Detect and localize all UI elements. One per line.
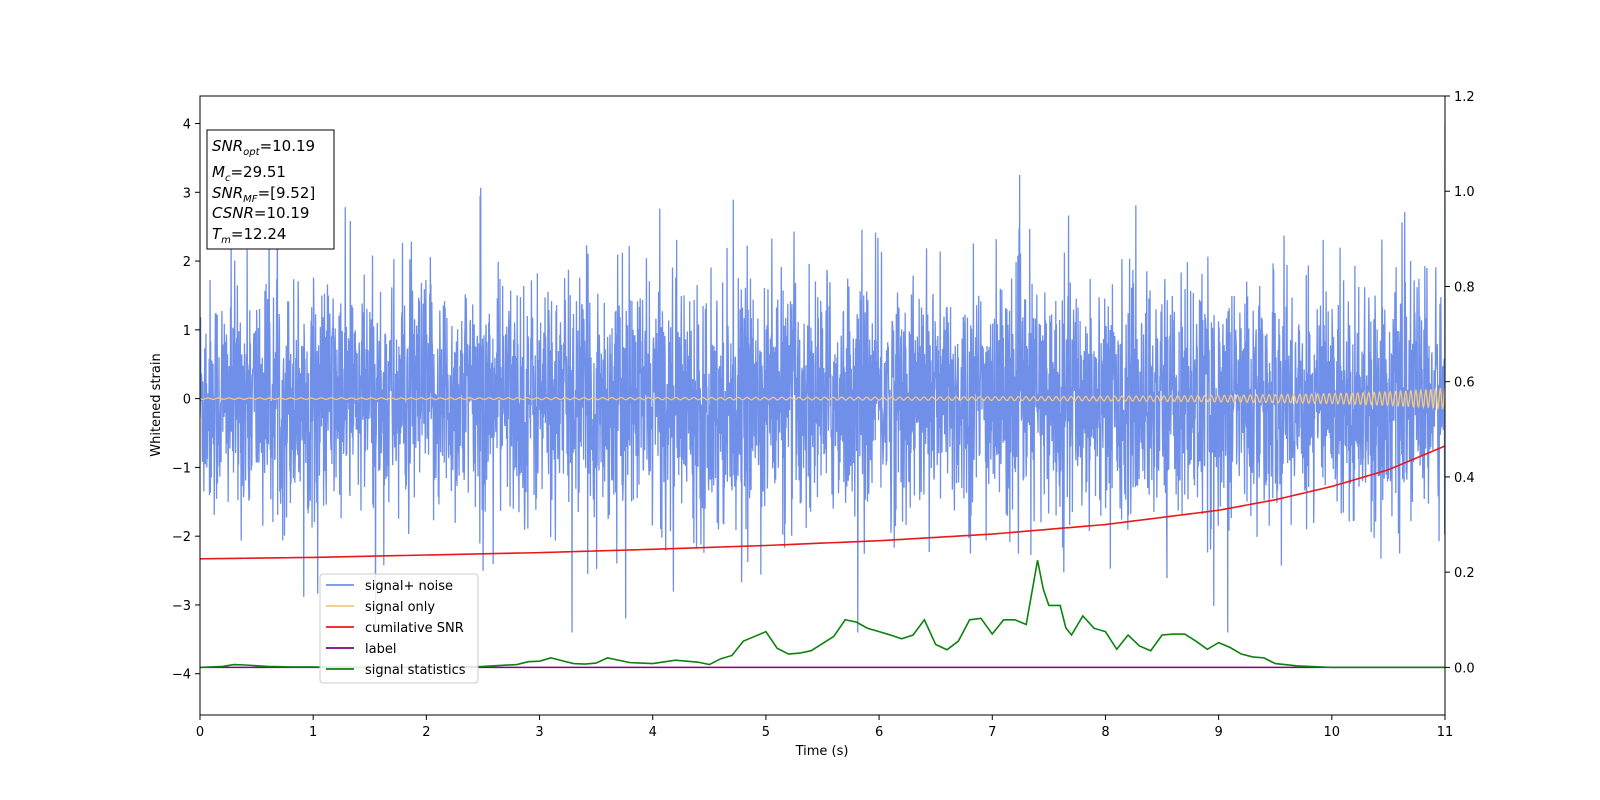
y2-tick-label: 1.0 (1454, 185, 1475, 200)
x-tick-label: 1 (309, 725, 317, 740)
info-snr-mf: SNRMF=[9.52] (212, 184, 315, 205)
y-tick-label: −1 (172, 461, 191, 476)
x-tick-label: 4 (649, 725, 657, 740)
x-tick-label: 10 (1324, 725, 1341, 740)
x-tick-label: 9 (1214, 725, 1222, 740)
info-tm: Tm=12.24 (212, 225, 286, 246)
x-tick-label: 0 (196, 725, 204, 740)
y-tick-label: 1 (183, 324, 191, 339)
legend-label: label (365, 642, 396, 657)
x-tick-label: 5 (762, 725, 770, 740)
x-tick-label: 11 (1437, 725, 1454, 740)
y2-axis-ticks: 1.2 1.0 0.8 0.6 0.4 0.2 0.0 (1445, 90, 1475, 676)
info-snr-opt: SNRopt=10.19 (212, 137, 315, 158)
cumulative-snr-line (200, 445, 1445, 560)
y2-tick-label: 0.4 (1454, 471, 1475, 486)
y-axis-ticks: 4 3 2 1 0 −1 −2 −3 −4 (172, 118, 200, 683)
y-tick-label: 3 (183, 186, 191, 201)
x-tick-label: 7 (988, 725, 996, 740)
y-tick-label: 0 (183, 393, 191, 408)
axes-frame (199, 95, 1446, 716)
x-axis-label: Time (s) (795, 744, 849, 759)
signal-only-line (200, 387, 1445, 411)
info-csnr: CSNR=10.19 (212, 204, 309, 222)
y-tick-label: −3 (172, 599, 191, 614)
y2-tick-label: 0.8 (1454, 280, 1475, 295)
legend-label: cumilative SNR (365, 621, 464, 636)
x-tick-label: 2 (422, 725, 430, 740)
y-axis-label: Whitened strain (149, 353, 164, 456)
y2-tick-label: 1.2 (1454, 90, 1475, 105)
y2-tick-label: 0.0 (1454, 661, 1475, 676)
legend-label: signal only (365, 600, 435, 615)
x-tick-label: 6 (875, 725, 883, 740)
y-tick-label: 2 (183, 255, 191, 270)
signal-statistics-line (200, 560, 1445, 669)
x-tick-label: 3 (535, 725, 543, 740)
y-tick-label: −2 (172, 530, 191, 545)
x-tick-label: 8 (1101, 725, 1109, 740)
info-box: SNRopt=10.19 Mc=29.51 SNRMF=[9.52] CSNR=… (206, 129, 335, 250)
x-axis-ticks: 0 1 2 3 4 5 6 7 8 9 10 11 (196, 715, 1453, 740)
y2-tick-label: 0.2 (1454, 566, 1475, 581)
legend-label: signal+ noise (365, 579, 453, 594)
legend-label: signal statistics (365, 663, 466, 678)
legend: signal+ noise signal only cumilative SNR la… (319, 573, 479, 684)
signal-noise-line (200, 123, 1445, 633)
y-tick-label: −4 (172, 668, 191, 683)
y2-tick-label: 0.6 (1454, 376, 1475, 391)
y-tick-label: 4 (183, 118, 191, 133)
info-mc: Mc=29.51 (212, 163, 286, 184)
